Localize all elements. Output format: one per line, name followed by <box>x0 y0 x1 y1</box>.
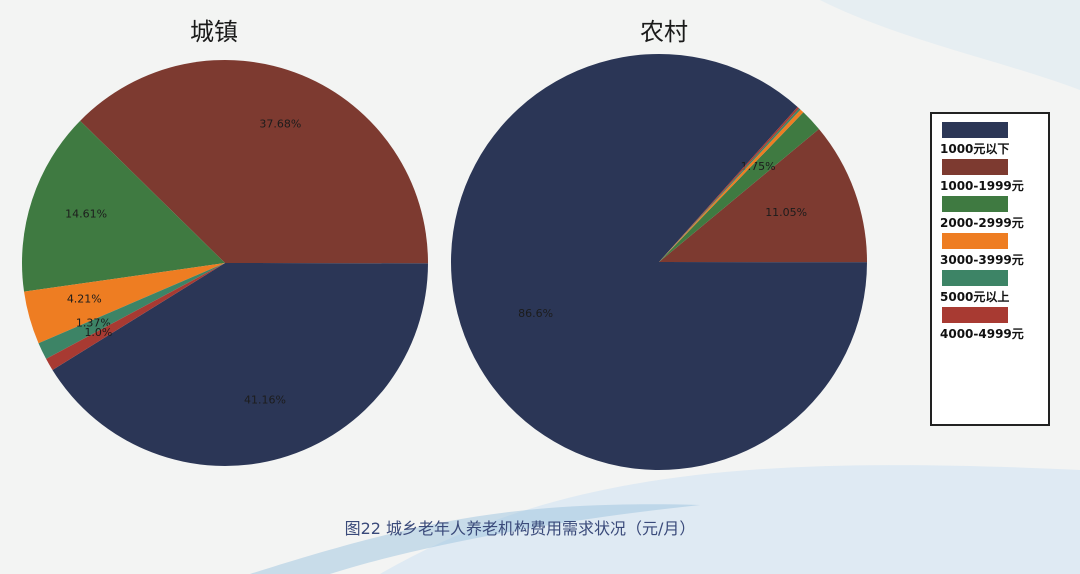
pie-slice <box>659 112 819 262</box>
legend: 1000元以下 1000-1999元 2000-2999元 3000-3999元… <box>930 112 1050 426</box>
legend-item: 4000-4999元 <box>940 305 1048 342</box>
pie-slice <box>659 108 801 262</box>
pie-slice <box>21 120 226 292</box>
pie-slice <box>38 263 226 359</box>
legend-label: 2000-2999元 <box>940 216 1024 230</box>
slice-percent-label: 11.05% <box>765 206 807 219</box>
legend-item: 3000-3999元 <box>940 231 1048 268</box>
pie-slice <box>52 263 428 466</box>
slice-percent-label: 86.6% <box>518 307 553 320</box>
legend-swatch <box>942 270 1008 286</box>
legend-label: 4000-4999元 <box>940 327 1024 341</box>
slice-percent-label: 41.16% <box>244 394 286 407</box>
legend-swatch <box>942 159 1008 175</box>
legend-swatch <box>942 307 1008 323</box>
pie-slice <box>451 54 867 470</box>
slice-percent-label: 14.61% <box>65 207 107 220</box>
pie-slice <box>659 106 800 262</box>
legend-item: 5000元以上 <box>940 268 1048 305</box>
slice-percent-label: 1.0% <box>84 326 112 339</box>
legend-item: 1000元以下 <box>940 120 1048 157</box>
legend-swatch <box>942 196 1008 212</box>
legend-swatch <box>942 233 1008 249</box>
legend-label: 5000元以上 <box>940 290 1010 304</box>
slice-percent-label: 37.68% <box>259 118 301 131</box>
urban-chart-title: 城镇 <box>190 18 238 46</box>
slice-percent-label: 4.21% <box>67 293 102 306</box>
pie-slice <box>80 60 428 264</box>
legend-label: 1000-1999元 <box>940 179 1024 193</box>
legend-swatch <box>942 122 1008 138</box>
pie-slice <box>659 129 867 263</box>
rural-chart-title: 农村 <box>640 18 688 46</box>
pie-slice <box>659 109 804 262</box>
pie-slice <box>46 263 226 370</box>
pie-slice <box>24 263 226 344</box>
rural-pie-chart: 86.6%11.05%1.75% <box>451 54 867 470</box>
slice-percent-label: 1.37% <box>76 316 111 329</box>
figure-caption: 图22 城乡老年人养老机构费用需求状况（元/月） <box>344 519 696 538</box>
legend-label: 1000元以下 <box>940 142 1010 156</box>
urban-pie-chart: 41.16% 37.68% 14.61% 4.21% 1.37%1.0% <box>21 60 428 466</box>
legend-item: 2000-2999元 <box>940 194 1048 231</box>
legend-label: 3000-3999元 <box>940 253 1024 267</box>
legend-item: 1000-1999元 <box>940 157 1048 194</box>
